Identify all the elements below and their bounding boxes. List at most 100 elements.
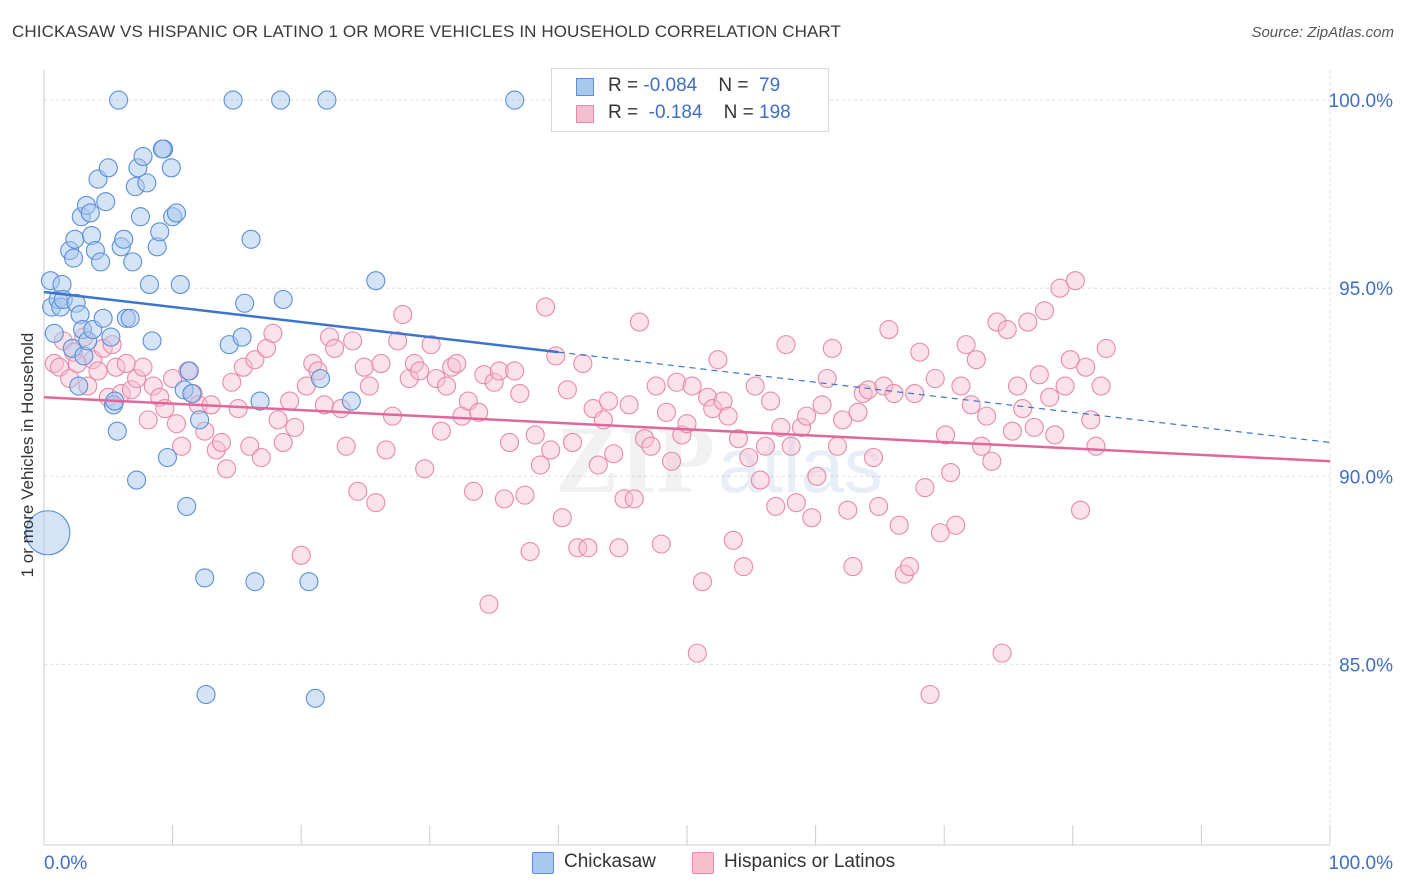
data-point-chickasaw [157, 447, 178, 468]
data-point-hispanics [325, 338, 345, 358]
data-point-hispanics [879, 320, 899, 340]
legend-n-label: N = [718, 75, 754, 96]
data-point-hispanics [629, 312, 649, 332]
data-point-hispanics [982, 451, 1002, 471]
legend-swatch-blue [576, 78, 594, 96]
series-chickasaw-points [25, 90, 525, 708]
data-point-hispanics [348, 481, 368, 501]
data-point-chickasaw [64, 248, 84, 268]
data-point-hispanics [217, 459, 237, 479]
data-point-hispanics [510, 383, 530, 404]
data-point-hispanics [745, 376, 765, 396]
data-point-chickasaw [120, 308, 140, 328]
data-point-chickasaw [190, 410, 210, 430]
data-point-hispanics [469, 402, 489, 422]
data-point-chickasaw [133, 146, 153, 167]
data-point-hispanics [1013, 399, 1033, 419]
axes [43, 70, 1331, 846]
data-point-hispanics [116, 353, 136, 373]
data-point-hispanics [359, 376, 379, 396]
data-point-hispanics [1029, 365, 1049, 385]
data-point-hispanics [646, 376, 666, 396]
data-point-chickasaw [245, 572, 265, 592]
data-point-hispanics [499, 432, 520, 453]
data-point-hispanics [388, 331, 408, 351]
trend-line-chickasaw [43, 290, 559, 354]
data-point-hispanics [776, 335, 796, 355]
data-point-hispanics [143, 376, 163, 396]
data-point-chickasaw [80, 203, 100, 223]
data-point-chickasaw [161, 158, 181, 178]
data-point-hispanics [1002, 421, 1022, 441]
data-point-hispanics [426, 368, 446, 389]
data-point-hispanics [138, 410, 158, 430]
data-point-chickasaw [101, 327, 121, 347]
data-point-hispanics [431, 421, 451, 441]
legend-r-label: R = [608, 102, 644, 123]
data-point-hispanics [739, 447, 759, 468]
data-point-hispanics [889, 515, 909, 535]
data-point-hispanics [827, 436, 848, 456]
data-point-chickasaw [170, 274, 190, 294]
data-point-hispanics [588, 455, 608, 475]
data-point-hispanics [604, 444, 624, 464]
y-tick-label: 100.0% [1329, 91, 1394, 112]
data-point-hispanics [802, 508, 822, 528]
data-point-hispanics [474, 365, 494, 385]
data-point-hispanics [863, 447, 884, 468]
data-point-hispanics [1055, 376, 1075, 396]
data-point-chickasaw [271, 90, 291, 110]
data-point-hispanics [421, 335, 441, 355]
data-point-hispanics [121, 380, 141, 400]
legend-n-value: 198 [759, 102, 791, 123]
data-point-hispanics [713, 391, 733, 411]
data-point-chickasaw [505, 90, 525, 110]
data-point-hispanics [557, 380, 577, 400]
data-point-hispanics [336, 436, 356, 456]
data-point-hispanics [843, 557, 863, 577]
data-point-hispanics [812, 395, 832, 415]
data-point-hispanics [1045, 425, 1065, 445]
data-point-chickasaw [299, 572, 319, 592]
bottom-legend-label: Chickasaw [564, 851, 656, 872]
data-point-hispanics [484, 372, 504, 392]
data-point-hispanics [319, 327, 340, 347]
data-point-hispanics [44, 353, 64, 373]
data-point-hispanics [682, 376, 702, 396]
data-point-chickasaw [152, 139, 172, 159]
x-tick-label: 0.0% [44, 853, 87, 874]
data-point-hispanics [718, 406, 738, 426]
legend-r-value: -0.084 [643, 75, 698, 96]
data-point-hispanics [479, 594, 499, 614]
data-point-hispanics [127, 368, 147, 389]
data-point-chickasaw [137, 173, 157, 193]
data-point-chickasaw [235, 293, 255, 313]
chart-title: CHICKASAW VS HISPANIC OR LATINO 1 OR MOR… [12, 22, 841, 41]
data-point-chickasaw [123, 252, 143, 272]
data-point-chickasaw [196, 684, 216, 705]
data-point-chickasaw [98, 158, 118, 178]
data-point-hispanics [399, 368, 419, 389]
data-point-hispanics [88, 361, 108, 381]
data-point-chickasaw [44, 323, 64, 343]
data-point-hispanics [233, 357, 253, 377]
data-point-hispanics [1070, 500, 1091, 520]
data-point-chickasaw [107, 421, 127, 441]
data-point-hispanics [728, 429, 748, 449]
data-point-hispanics [343, 331, 363, 351]
legend: R = -0.084 N = 79 R = -0.184 N = 198 [551, 68, 829, 132]
data-point-hispanics [1050, 278, 1070, 298]
data-point-chickasaw [114, 229, 134, 249]
data-point-hispanics [781, 436, 801, 456]
trend-lines [43, 290, 1331, 463]
data-point-hispanics [489, 361, 509, 381]
data-point-hispanics [552, 508, 572, 528]
data-point-hispanics [915, 478, 935, 498]
data-point-hispanics [273, 432, 293, 453]
data-point-hispanics [884, 383, 904, 404]
data-point-hispanics [609, 538, 629, 558]
data-point-chickasaw [142, 331, 162, 351]
data-point-hispanics [376, 440, 396, 460]
data-point-hispanics [614, 489, 634, 509]
data-point-hispanics [505, 361, 525, 381]
